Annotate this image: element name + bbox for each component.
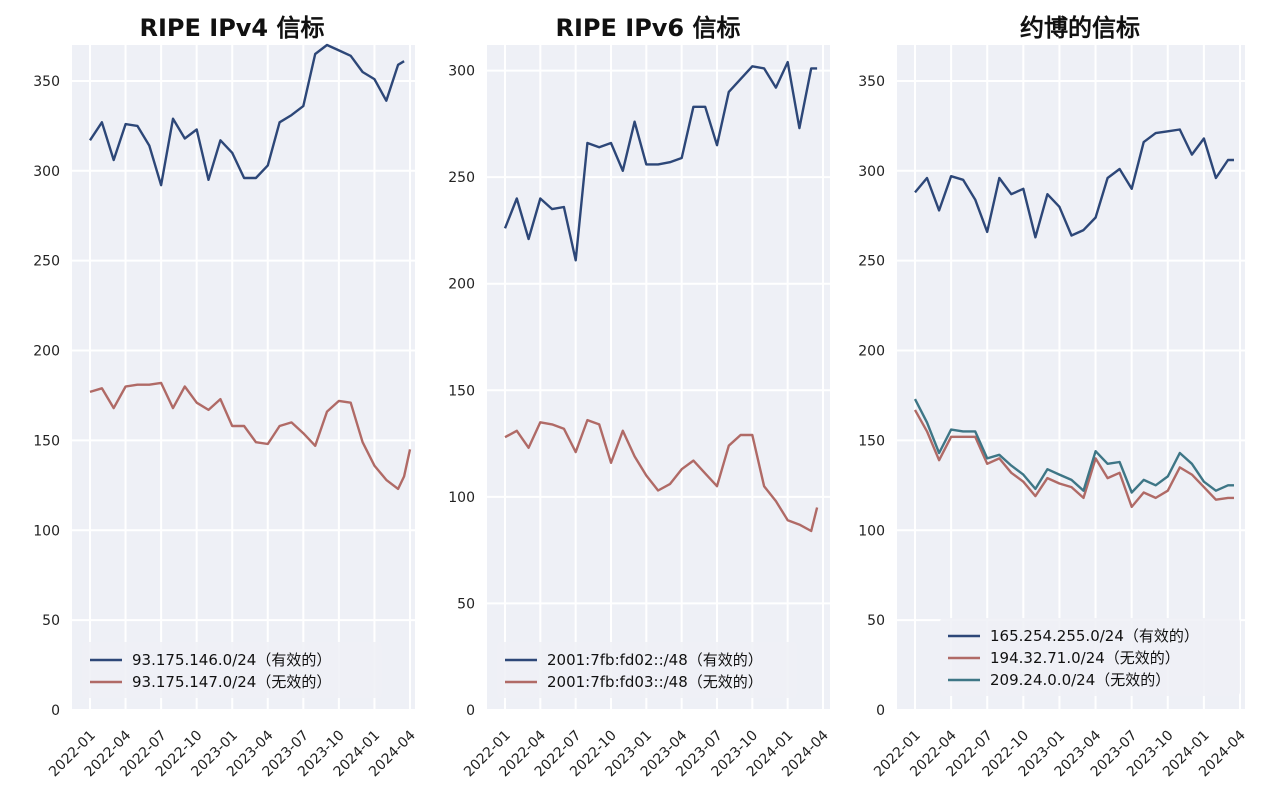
y-tick-label: 200 xyxy=(33,344,60,360)
plot-area xyxy=(487,45,830,710)
y-tick-label: 150 xyxy=(33,433,60,449)
y-tick-label: 50 xyxy=(457,596,475,612)
y-tick-label: 0 xyxy=(51,703,60,719)
chart-title: RIPE IPv4 信标 xyxy=(140,14,325,42)
y-tick-label: 100 xyxy=(858,523,885,539)
series-line-1 xyxy=(914,128,1234,239)
y-tick-label: 250 xyxy=(33,254,60,270)
series-line-2 xyxy=(89,381,412,491)
y-tick-label: 200 xyxy=(858,344,885,360)
series-line-1 xyxy=(503,60,818,262)
y-tick-label: 300 xyxy=(858,164,885,180)
y-tick-label: 150 xyxy=(448,383,475,399)
y-tick-label: 200 xyxy=(448,277,475,293)
chart-panel-3: 约博的信标0501001502002503003502022-012022-04… xyxy=(858,14,1249,780)
y-tick-label: 50 xyxy=(42,613,60,629)
legend: 93.175.146.0/24（有效的） 93.175.147.0/24（无效的） xyxy=(82,642,382,698)
legend-label: 165.254.255.0/24（有效的） xyxy=(990,627,1199,645)
y-tick-label: 100 xyxy=(33,523,60,539)
chart-title: RIPE IPv6 信标 xyxy=(556,14,741,42)
series-line-2 xyxy=(913,409,1234,509)
y-tick-label: 0 xyxy=(876,703,885,719)
series-line-1 xyxy=(88,43,405,187)
y-tick-label: 250 xyxy=(448,170,475,186)
series-line-3 xyxy=(913,398,1234,494)
y-tick-label: 100 xyxy=(448,490,475,506)
legend: 165.254.255.0/24（有效的） 194.32.71.0/24（无效的）… xyxy=(940,618,1240,696)
legend-label: 93.175.146.0/24（有效的） xyxy=(132,651,331,669)
legend: 2001:7fb:fd02::/48（有效的）2001:7fb:fd03::/4… xyxy=(497,642,797,698)
y-tick-label: 150 xyxy=(858,433,885,449)
y-tick-label: 250 xyxy=(858,254,885,270)
legend-box xyxy=(82,642,382,698)
series-line-2 xyxy=(504,418,819,533)
legend-box xyxy=(497,642,797,698)
legend-label: 2001:7fb:fd02::/48（有效的） xyxy=(547,651,763,669)
y-tick-label: 300 xyxy=(448,64,475,80)
chart-title: 约博的信标 xyxy=(1020,14,1140,42)
legend-label: 93.175.147.0/24（无效的） xyxy=(132,673,331,691)
plot-area xyxy=(72,45,415,710)
legend-label: 2001:7fb:fd03::/48（无效的） xyxy=(547,673,763,691)
y-tick-label: 0 xyxy=(466,703,475,719)
y-tick-label: 300 xyxy=(33,164,60,180)
legend-box xyxy=(940,618,1240,696)
y-tick-label: 350 xyxy=(858,74,885,90)
legend-label: 194.32.71.0/24（无效的） xyxy=(990,649,1180,667)
chart-panel-2: RIPE IPv6 信标0501001502002503002022-01202… xyxy=(448,14,832,780)
y-tick-label: 50 xyxy=(867,613,885,629)
legend-label: 209.24.0.0/24（无效的） xyxy=(990,671,1170,689)
chart-panel-1: RIPE IPv4 信标0501001502002503003502022-01… xyxy=(33,14,419,780)
plot-area xyxy=(897,45,1245,710)
y-tick-label: 350 xyxy=(33,74,60,90)
